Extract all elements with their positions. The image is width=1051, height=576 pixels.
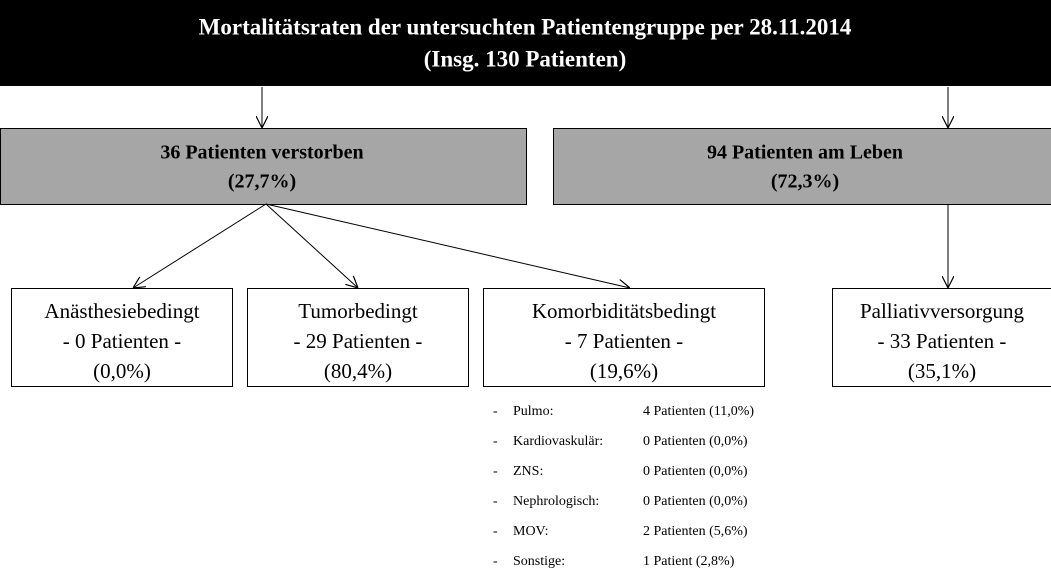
detail-value: 0 Patienten (0,0%) (643, 494, 748, 509)
detail-value: 1 Patient (2,8%) (643, 554, 735, 569)
group-label: 94 Patienten am Leben (707, 142, 903, 164)
node-label: Palliativversorgung (860, 299, 1025, 323)
node-count: - 33 Patienten - (878, 329, 1007, 353)
detail-value: 2 Patienten (5,6%) (643, 524, 748, 539)
group-box (0, 128, 527, 205)
arrow (265, 203, 358, 288)
node-count: - 0 Patienten - (63, 329, 181, 353)
node-share: (80,4%) (324, 359, 392, 383)
group-share: (27,7%) (228, 171, 296, 193)
detail-label: ZNS: (513, 464, 543, 479)
header-subtitle: (Insg. 130 Patienten) (424, 46, 627, 71)
node-label: Tumorbedingt (298, 299, 418, 323)
node-box (247, 288, 469, 387)
node-count: - 29 Patienten - (294, 329, 423, 353)
detail-bullet: - (493, 554, 498, 569)
detail-label: MOV: (513, 524, 549, 539)
detail-bullet: - (493, 524, 498, 539)
arrow (133, 203, 267, 288)
node-share: (35,1%) (908, 359, 976, 383)
detail-bullet: - (493, 404, 498, 419)
group-box (553, 128, 1051, 205)
detail-label: Sonstige: (513, 554, 565, 569)
detail-label: Nephrologisch: (513, 494, 599, 509)
node-box (483, 288, 765, 387)
header-title: Mortalitätsraten der untersuchten Patien… (199, 14, 852, 39)
detail-bullet: - (493, 464, 498, 479)
node-share: (19,6%) (590, 359, 658, 383)
detail-value: 0 Patienten (0,0%) (643, 434, 748, 449)
detail-value: 4 Patienten (11,0%) (643, 404, 754, 419)
detail-label: Pulmo: (513, 404, 553, 419)
node-label: Anästhesiebedingt (44, 299, 199, 323)
detail-bullet: - (493, 434, 498, 449)
node-label: Komorbiditätsbedingt (532, 299, 716, 323)
detail-list: - Pulmo: 4 Patienten (11,0%)- Kardiovaskulä… (493, 404, 754, 569)
node-box (11, 288, 233, 387)
detail-label: Kardiovaskulär: (513, 434, 603, 449)
node-share: (0,0%) (93, 359, 151, 383)
node-box (832, 288, 1051, 387)
header-box (0, 0, 1051, 86)
detail-bullet: - (493, 494, 498, 509)
group-label: 36 Patienten verstorben (160, 142, 363, 164)
detail-value: 0 Patienten (0,0%) (643, 464, 748, 479)
arrow (265, 203, 630, 288)
node-count: - 7 Patienten - (565, 329, 683, 353)
group-share: (72,3%) (771, 171, 839, 193)
